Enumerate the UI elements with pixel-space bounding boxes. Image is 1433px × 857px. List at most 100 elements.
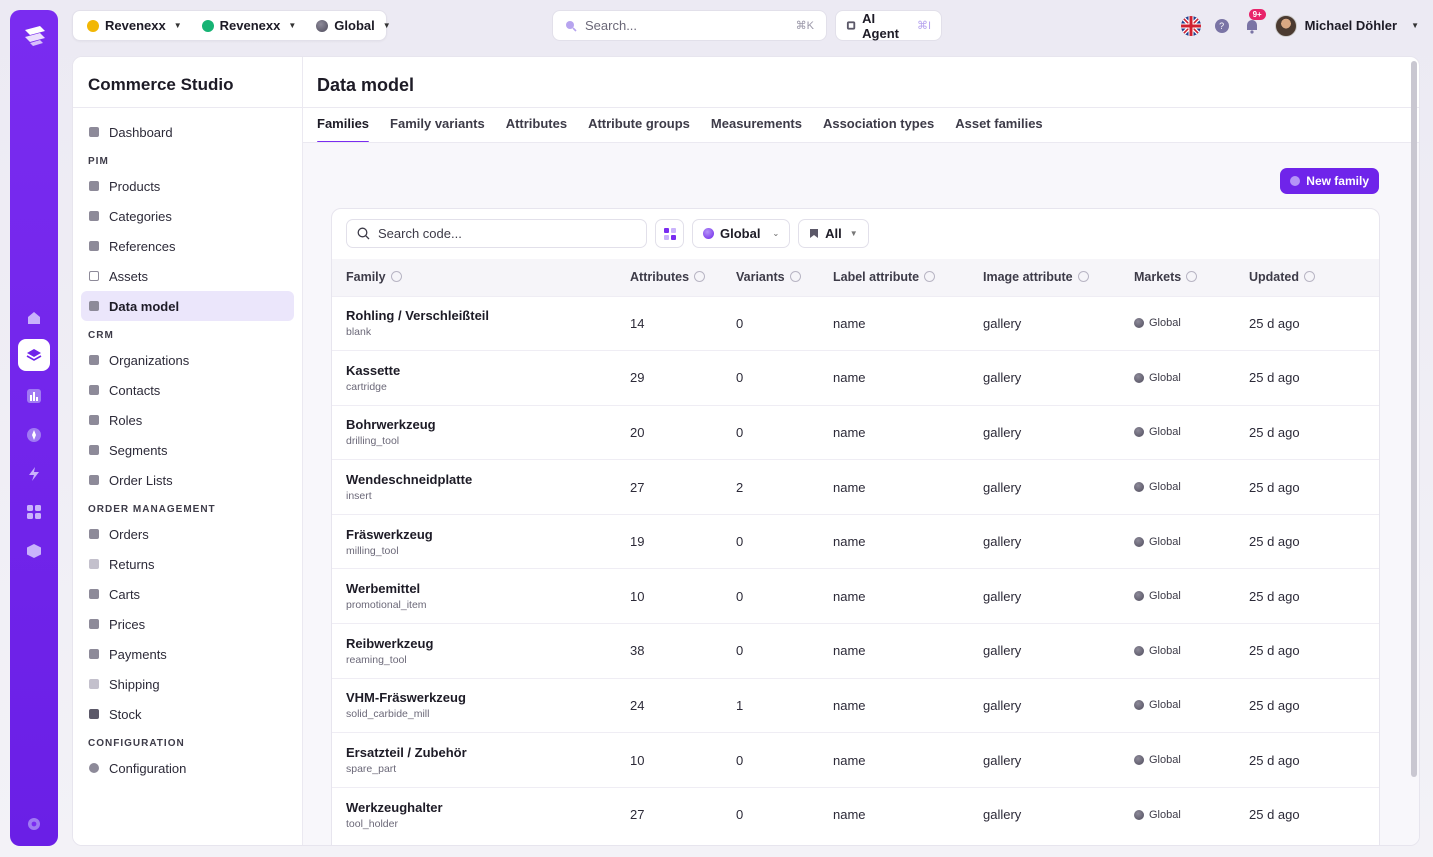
table-row[interactable]: Ersatzteil / Zubehör spare_part 10 0 name… <box>332 732 1379 788</box>
sidebar-section-pim: PIM <box>88 156 109 167</box>
type-filter[interactable]: All ▼ <box>798 219 869 248</box>
table-row[interactable]: Werbemittel promotional_item 10 0 name ga… <box>332 568 1379 624</box>
rail-home-icon[interactable] <box>22 306 46 330</box>
column-label-attribute[interactable]: Label attribute <box>819 259 969 296</box>
family-code: cartridge <box>346 380 387 393</box>
global-search-input[interactable]: Search... ⌘K <box>552 10 827 41</box>
notifications-button[interactable]: 9+ <box>1243 8 1266 35</box>
rail-layers-icon[interactable] <box>18 339 50 371</box>
tab-families[interactable]: Families <box>317 115 370 143</box>
attributes-cell: 10 <box>630 588 645 604</box>
column-variants[interactable]: Variants <box>722 259 819 296</box>
markets-cell: Global <box>1120 351 1235 406</box>
column-family[interactable]: Family <box>332 259 616 296</box>
family-name[interactable]: Reibwerkzeug <box>346 635 434 651</box>
tab-family-variants[interactable]: Family variants <box>390 116 485 131</box>
view-toggle-button[interactable] <box>655 219 684 248</box>
sidebar-item-organizations[interactable]: Organizations <box>81 345 294 375</box>
rail-bolt-icon[interactable] <box>22 462 46 486</box>
new-family-button[interactable]: New family <box>1280 168 1379 194</box>
column-image-attribute[interactable]: Image attribute <box>969 259 1120 296</box>
family-name[interactable]: Werbemittel <box>346 581 421 597</box>
family-name[interactable]: Ersatzteil / Zubehör <box>346 745 467 761</box>
help-icon[interactable]: ? <box>1214 18 1229 33</box>
ai-agent-button[interactable]: AI Agent ⌘I <box>835 10 942 41</box>
workspace-selector[interactable]: Revenexx ▼ <box>196 11 303 40</box>
image-attribute-cell: gallery <box>983 479 1022 495</box>
column-updated[interactable]: Updated <box>1235 259 1379 296</box>
family-cell: Wendeschneidplatte insert <box>332 460 616 515</box>
code-search-input[interactable]: Search code... <box>346 219 647 248</box>
sidebar-item-order-lists[interactable]: Order Lists <box>81 465 294 495</box>
column-label: Label attribute <box>833 270 920 285</box>
tab-asset-families[interactable]: Asset families <box>955 116 1043 131</box>
sidebar-item-data-model[interactable]: Data model <box>81 291 294 321</box>
sidebar-item-assets[interactable]: Assets <box>81 261 294 291</box>
sidebar-item-label: Dashboard <box>109 124 173 140</box>
column-attributes[interactable]: Attributes <box>616 259 722 296</box>
sidebar-item-payments[interactable]: Payments <box>81 639 294 669</box>
rail-rocket-icon[interactable] <box>22 423 46 447</box>
family-name[interactable]: Bohrwerkzeug <box>346 417 436 433</box>
market-name: Global <box>1149 317 1181 330</box>
sidebar-item-orders[interactable]: Orders <box>81 519 294 549</box>
sidebar-item-returns[interactable]: Returns <box>81 549 294 579</box>
cart-icon <box>89 589 99 599</box>
sidebar-item-references[interactable]: References <box>81 231 294 261</box>
user-menu[interactable]: Michael Döhler ▼ <box>1274 14 1419 37</box>
credit-card-icon <box>89 649 99 659</box>
sidebar-item-dashboard[interactable]: Dashboard <box>81 117 294 147</box>
market-tag: Global <box>1134 645 1221 657</box>
sidebar-item-stock[interactable]: Stock <box>81 699 294 729</box>
rail-analytics-icon[interactable] <box>22 384 46 408</box>
family-name[interactable]: Fräswerkzeug <box>346 526 433 542</box>
rail-apps-icon[interactable] <box>22 500 46 524</box>
family-name[interactable]: Kassette <box>346 362 401 378</box>
tab-attributes[interactable]: Attributes <box>505 116 568 131</box>
user-name: Michael Döhler <box>1304 18 1398 33</box>
sidebar-item-carts[interactable]: Carts <box>81 579 294 609</box>
sidebar-item-categories[interactable]: Categories <box>81 201 294 231</box>
attributes-cell: 14 <box>630 315 645 331</box>
sidebar-item-configuration[interactable]: Configuration <box>81 753 294 783</box>
markets-cell: Global <box>1120 787 1235 842</box>
family-name[interactable]: Wendeschneidplatte <box>346 472 473 488</box>
table-row[interactable]: Bohrwerkzeug drilling_tool 20 0 name gall… <box>332 405 1379 460</box>
app-logo-icon[interactable] <box>22 22 48 48</box>
family-name[interactable]: VHM-Fräswerkzeug <box>346 690 466 706</box>
table-row[interactable]: Rohling / Verschleißteil blank 14 0 name … <box>332 296 1379 351</box>
sidebar-item-label: Segments <box>109 442 168 458</box>
family-name[interactable]: Werkzeughalter <box>346 799 443 815</box>
table-row[interactable]: Reibwerkzeug reaming_tool 38 0 name galle… <box>332 623 1379 679</box>
market-selector[interactable]: Global ▼ <box>310 11 396 40</box>
table-row[interactable]: Wendeschneidplatte insert 27 2 name galle… <box>332 459 1379 515</box>
column-markets[interactable]: Markets <box>1120 259 1235 296</box>
table-row[interactable]: Kassette cartridge 29 0 name gallery Glob… <box>332 350 1379 406</box>
table-row[interactable]: Fräswerkzeug milling_tool 19 0 name galle… <box>332 514 1379 569</box>
label-attribute-cell: name <box>833 752 866 768</box>
tenant-selector[interactable]: Revenexx ▼ <box>81 11 188 40</box>
sidebar-item-prices[interactable]: Prices <box>81 609 294 639</box>
attributes-cell: 27 <box>630 807 645 823</box>
variants-cell: 0 <box>736 315 744 331</box>
label-attribute-cell: name <box>833 588 866 604</box>
sidebar-item-shipping[interactable]: Shipping <box>81 669 294 699</box>
page-scrollbar[interactable] <box>1411 61 1417 777</box>
tab-measurements[interactable]: Measurements <box>710 116 802 131</box>
sidebar-item-products[interactable]: Products <box>81 171 294 201</box>
tab-association-types[interactable]: Association types <box>822 116 935 131</box>
tab-attribute-groups[interactable]: Attribute groups <box>588 116 690 131</box>
tenant-label: Revenexx <box>105 18 166 33</box>
sidebar-item-contacts[interactable]: Contacts <box>81 375 294 405</box>
table-row[interactable]: Werkzeughalter tool_holder 27 0 name gall… <box>332 787 1379 842</box>
market-filter[interactable]: Global ⌄ <box>692 219 791 248</box>
uk-flag-icon[interactable] <box>1180 15 1201 36</box>
box-icon <box>89 181 99 191</box>
sidebar-item-label: Stock <box>109 706 142 722</box>
rail-cube-icon[interactable] <box>22 539 46 563</box>
sidebar-item-roles[interactable]: Roles <box>81 405 294 435</box>
rail-settings-icon[interactable] <box>22 812 46 836</box>
sidebar-item-segments[interactable]: Segments <box>81 435 294 465</box>
family-name[interactable]: Rohling / Verschleißteil <box>346 308 490 324</box>
table-row[interactable]: VHM-Fräswerkzeug solid_carbide_mill 24 1 … <box>332 678 1379 733</box>
